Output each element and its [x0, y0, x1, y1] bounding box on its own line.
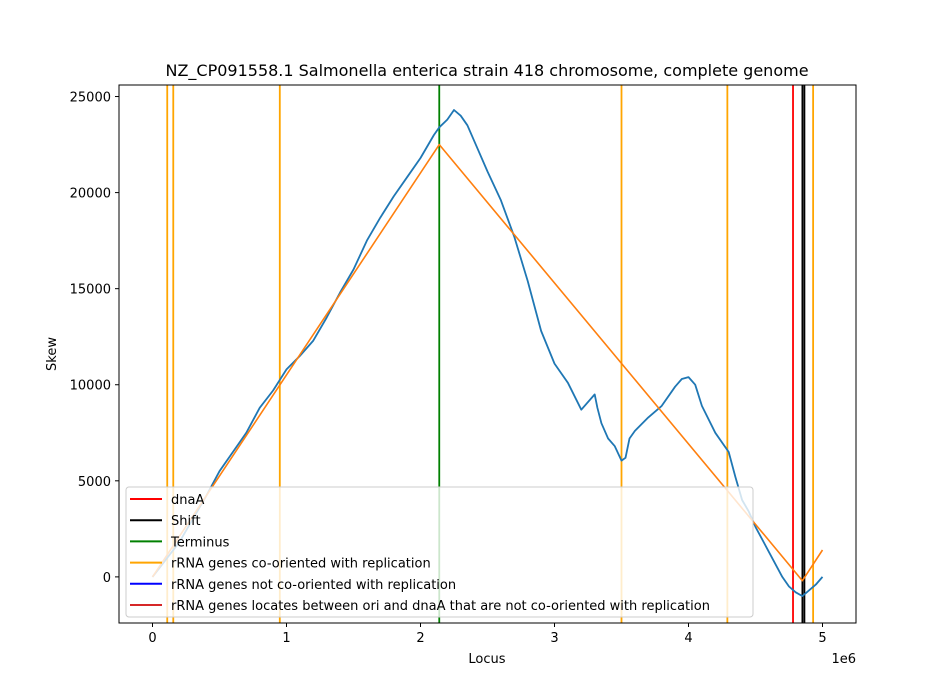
legend-box [125, 486, 754, 618]
y-tick-label: 15000 [70, 283, 111, 298]
legend-label: rRNA genes not co-oriented with replicat… [171, 578, 456, 593]
series-layer [151, 109, 824, 597]
x-ticks: 0 1 2 3 4 5 [148, 623, 827, 646]
x-tick-label: 3 [550, 631, 558, 646]
x-tick-label: 5 [818, 631, 826, 646]
y-axis-label: Skew [45, 337, 60, 371]
y-tick-label: 25000 [70, 91, 111, 106]
y-tick-label: 10000 [70, 379, 111, 394]
y-tick-label: 5000 [78, 475, 111, 490]
y-ticks: 0 5000 10000 15000 20000 25000 [70, 91, 119, 586]
legend: dnaA Shift Terminus rRNA genes co-oriented … [125, 486, 754, 618]
fit-series-line [151, 143, 824, 582]
legend-label: rRNA genes locates between ori and dnaA … [171, 599, 710, 614]
y-tick-label: 0 [103, 571, 111, 586]
legend-label: dnaA [171, 493, 204, 508]
legend-label: Shift [171, 514, 201, 529]
x-tick-label: 1 [282, 631, 290, 646]
x-tick-label: 4 [684, 631, 692, 646]
legend-label: Terminus [170, 535, 230, 550]
x-axis-label: Locus [468, 652, 505, 667]
plot-frame [118, 84, 857, 624]
x-axis-offset: 1e6 [831, 652, 856, 667]
legend-label: rRNA genes co-oriented with replication [171, 557, 431, 572]
x-tick-label: 0 [148, 631, 156, 646]
y-tick-label: 20000 [70, 187, 111, 202]
x-tick-label: 2 [416, 631, 424, 646]
chart-title: NZ_CP091558.1 Salmonella enterica strain… [165, 61, 808, 81]
